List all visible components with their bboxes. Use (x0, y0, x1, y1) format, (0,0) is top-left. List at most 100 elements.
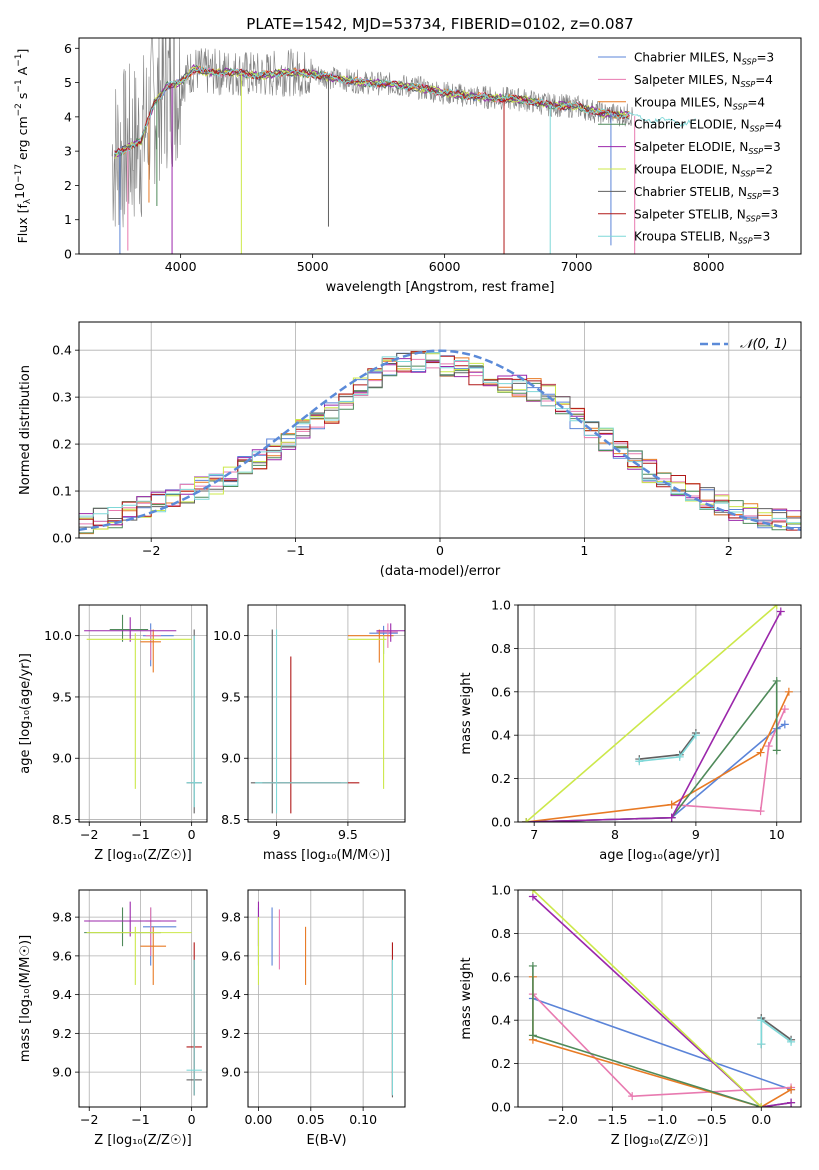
y-axis-label-part: Flux [f (15, 204, 30, 244)
y-tick-label: 8.5 (52, 812, 72, 827)
x-axis-label: mass [log₁₀(M/M☉)] (263, 848, 390, 863)
y-tick-label: 9.2 (52, 1026, 72, 1041)
legend-label-suffix: =3 (760, 207, 778, 221)
legend-label-text: Kroupa MILES, N (634, 95, 733, 109)
x-tick-label: 0.00 (245, 1112, 273, 1127)
y-axis-label-part: ] (15, 49, 30, 54)
mass-weight-line-chabrier_miles (526, 723, 786, 822)
mass-weight-marker (528, 961, 537, 970)
model-spectrum-chabrier_elodie (114, 64, 630, 157)
y-axis-label-part: A (15, 66, 30, 79)
x-tick-label: 0 (188, 827, 196, 842)
y-tick-label: 0.8 (491, 926, 511, 941)
y-tick-label: 10.0 (44, 628, 72, 643)
plot-frame (78, 37, 802, 255)
x-tick-label: 0.05 (297, 1112, 325, 1127)
plot-frame (78, 321, 802, 539)
x-tick-label: 0 (436, 543, 444, 558)
y-tick-label: 6 (64, 41, 72, 56)
legend-label-sub: SSP (746, 214, 761, 223)
plot-area (250, 623, 405, 814)
y-axis-label-part: 10 (12, 183, 27, 199)
residual-histogram-panel: −2 −1 0 1 2 0.0 0.1 0.2 0.3 0.4 (data-model)/error… (18, 321, 802, 579)
model-spectrum-kroupa_miles (114, 65, 630, 156)
mass-weight-line-kroupa_miles (526, 691, 790, 822)
legend-label-suffix: =4 (755, 73, 773, 87)
mass-weight-marker (628, 1092, 637, 1101)
x-tick-label: 5000 (297, 259, 329, 274)
legend-label-text: Chabrier ELODIE, N (634, 118, 750, 132)
plot-frame (247, 889, 406, 1108)
legend-label-suffix: =3 (756, 51, 774, 65)
plot-frame (78, 604, 208, 823)
plot-frame (78, 889, 208, 1108)
y-tick-label: 1 (64, 212, 72, 227)
legend-label-suffix: =3 (753, 230, 771, 244)
legend-label: Kroupa MILES, NSSP=4 (634, 95, 765, 111)
model-spectrum-chabrier_stelib (114, 68, 630, 154)
x-axis-label: (data-model)/error (380, 564, 501, 579)
mass-weight-marker (528, 1031, 537, 1040)
mass-weight-marker (780, 720, 789, 729)
y-tick-label: 0.3 (52, 390, 72, 405)
plot-area (522, 605, 793, 822)
plot-frame (517, 604, 802, 823)
x-tick-label: 7 (530, 827, 538, 842)
legend-label-sub: SSP (747, 192, 762, 201)
y-tick-label: 0.2 (52, 437, 72, 452)
mass-weight-marker (772, 746, 781, 755)
mass-weight-marker (772, 676, 781, 685)
mass-weight-marker (756, 807, 765, 816)
x-tick-label: 8000 (693, 259, 725, 274)
y-tick-label: 9.6 (52, 948, 72, 963)
x-tick-label: 0 (188, 1112, 196, 1127)
y-axis-label-part: −2 (14, 103, 24, 116)
legend-label-sub: SSP (741, 170, 756, 179)
y-axis-label: mass weight (459, 672, 474, 754)
x-axis-label: Z [log₁₀(Z/Z☉)] (94, 1133, 191, 1148)
y-tick-label: 9.0 (52, 1065, 72, 1080)
y-tick-label: 0.6 (491, 969, 511, 984)
legend-label: Chabrier STELIB, NSSP=3 (634, 185, 779, 201)
mass-weight-marker (764, 742, 773, 751)
legend-label-sub: SSP (742, 58, 757, 67)
mass-weight-marker (757, 1040, 766, 1049)
age-vs-metallicity-panel: −2 −1 0 8.5 9.0 9.5 10.0 Z [log₁₀(Z/Z☉)] age [lo… (18, 604, 208, 863)
legend-label-sub: SSP (738, 237, 753, 246)
legend-label-sub: SSP (750, 125, 765, 134)
y-tick-label: 0.2 (491, 1056, 511, 1071)
mass-weight-marker (675, 752, 684, 761)
x-tick-label: −2 (80, 1112, 98, 1127)
y-axis-label: age [log₁₀(age/yr)] (18, 653, 33, 774)
x-tick-label: −2 (80, 827, 98, 842)
legend-label-text: Salpeter MILES, N (634, 73, 741, 87)
x-tick-label: −1 (286, 543, 304, 558)
legend-label-sub: SSP (748, 147, 763, 156)
mass-vs-extinction-panel: 0.00 0.05 0.10 9.0 9.2 9.4 9.6 9.8 E(B-V) (221, 889, 406, 1148)
legend-label-text: Kroupa ELODIE, N (634, 163, 741, 177)
y-tick-label: 1.0 (491, 883, 511, 898)
y-tick-label: 0.6 (491, 684, 511, 699)
legend-label-text: Chabrier MILES, N (634, 51, 742, 65)
mass-weight-line-chabrier_miles (532, 997, 792, 1091)
plot-area (84, 901, 202, 1096)
y-tick-label: 0.0 (491, 1100, 511, 1115)
legend-label: Kroupa STELIB, NSSP=3 (634, 230, 770, 246)
y-axis-label: Flux [fλ10−17 erg cm−2 s−1 A−1] (12, 49, 33, 244)
x-tick-label: 4000 (165, 259, 197, 274)
legend-label-text: Kroupa STELIB, N (634, 230, 738, 244)
y-tick-label: 9.2 (221, 1026, 241, 1041)
y-axis-label-part: −1 (14, 79, 24, 92)
y-axis-label-part: s (15, 93, 30, 104)
legend-label-text: Salpeter ELODIE, N (634, 140, 748, 154)
x-tick-label: 0.10 (349, 1112, 377, 1127)
y-tick-label: 9.0 (221, 751, 241, 766)
x-tick-label: 8 (611, 827, 619, 842)
legend-label: Salpeter STELIB, NSSP=3 (634, 207, 778, 223)
legend-label: Chabrier MILES, NSSP=3 (634, 51, 774, 67)
x-tick-label: −1 (131, 827, 149, 842)
legend-label-suffix: =4 (747, 95, 765, 109)
model-spectrum-salpeter_elodie (114, 63, 630, 157)
mass-weight-marker (757, 1103, 766, 1107)
y-tick-label: 4 (64, 109, 72, 124)
